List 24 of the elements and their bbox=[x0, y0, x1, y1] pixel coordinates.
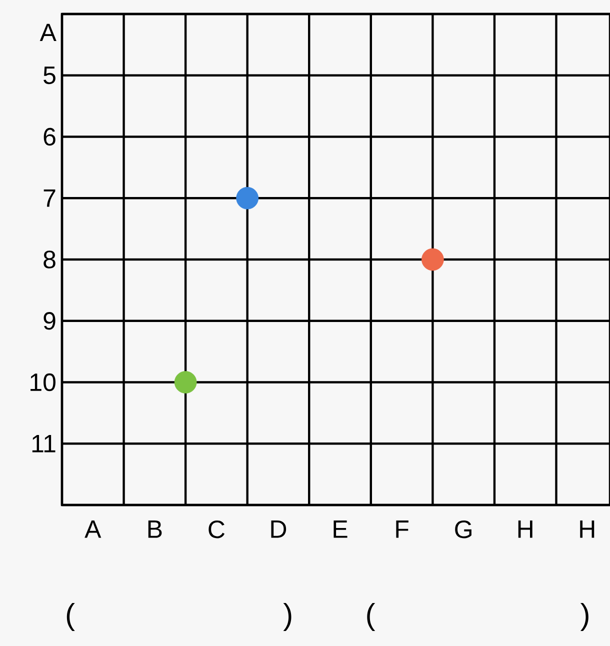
x-tick-label: D bbox=[271, 520, 286, 538]
text: ( bbox=[66, 603, 75, 631]
y-tick-label: 10 bbox=[30, 373, 56, 392]
x-tick-label: H bbox=[518, 520, 532, 538]
y-tick-label: 9 bbox=[44, 312, 56, 330]
text: ( bbox=[367, 603, 376, 631]
y-tick-label: A bbox=[40, 24, 56, 42]
text: ) bbox=[283, 603, 292, 631]
y-tick-label: 5 bbox=[44, 66, 56, 84]
point bbox=[174, 371, 197, 394]
y-tick-label: 7 bbox=[44, 190, 56, 207]
point bbox=[236, 186, 259, 210]
text: ) bbox=[580, 603, 588, 631]
x-tick-label: A bbox=[84, 520, 102, 538]
x-tick-label: C bbox=[208, 520, 225, 538]
y-tick-label: 8 bbox=[44, 250, 56, 268]
x-tick-label: F bbox=[396, 520, 408, 538]
y-tick-label: 6 bbox=[44, 128, 56, 146]
x-tick-label: G bbox=[455, 520, 472, 538]
x-tick-label: H bbox=[580, 520, 594, 538]
y-tick-label: 11 bbox=[32, 435, 56, 452]
point bbox=[421, 248, 444, 271]
x-tick-label: E bbox=[334, 520, 348, 538]
x-tick-label: B bbox=[148, 520, 162, 538]
